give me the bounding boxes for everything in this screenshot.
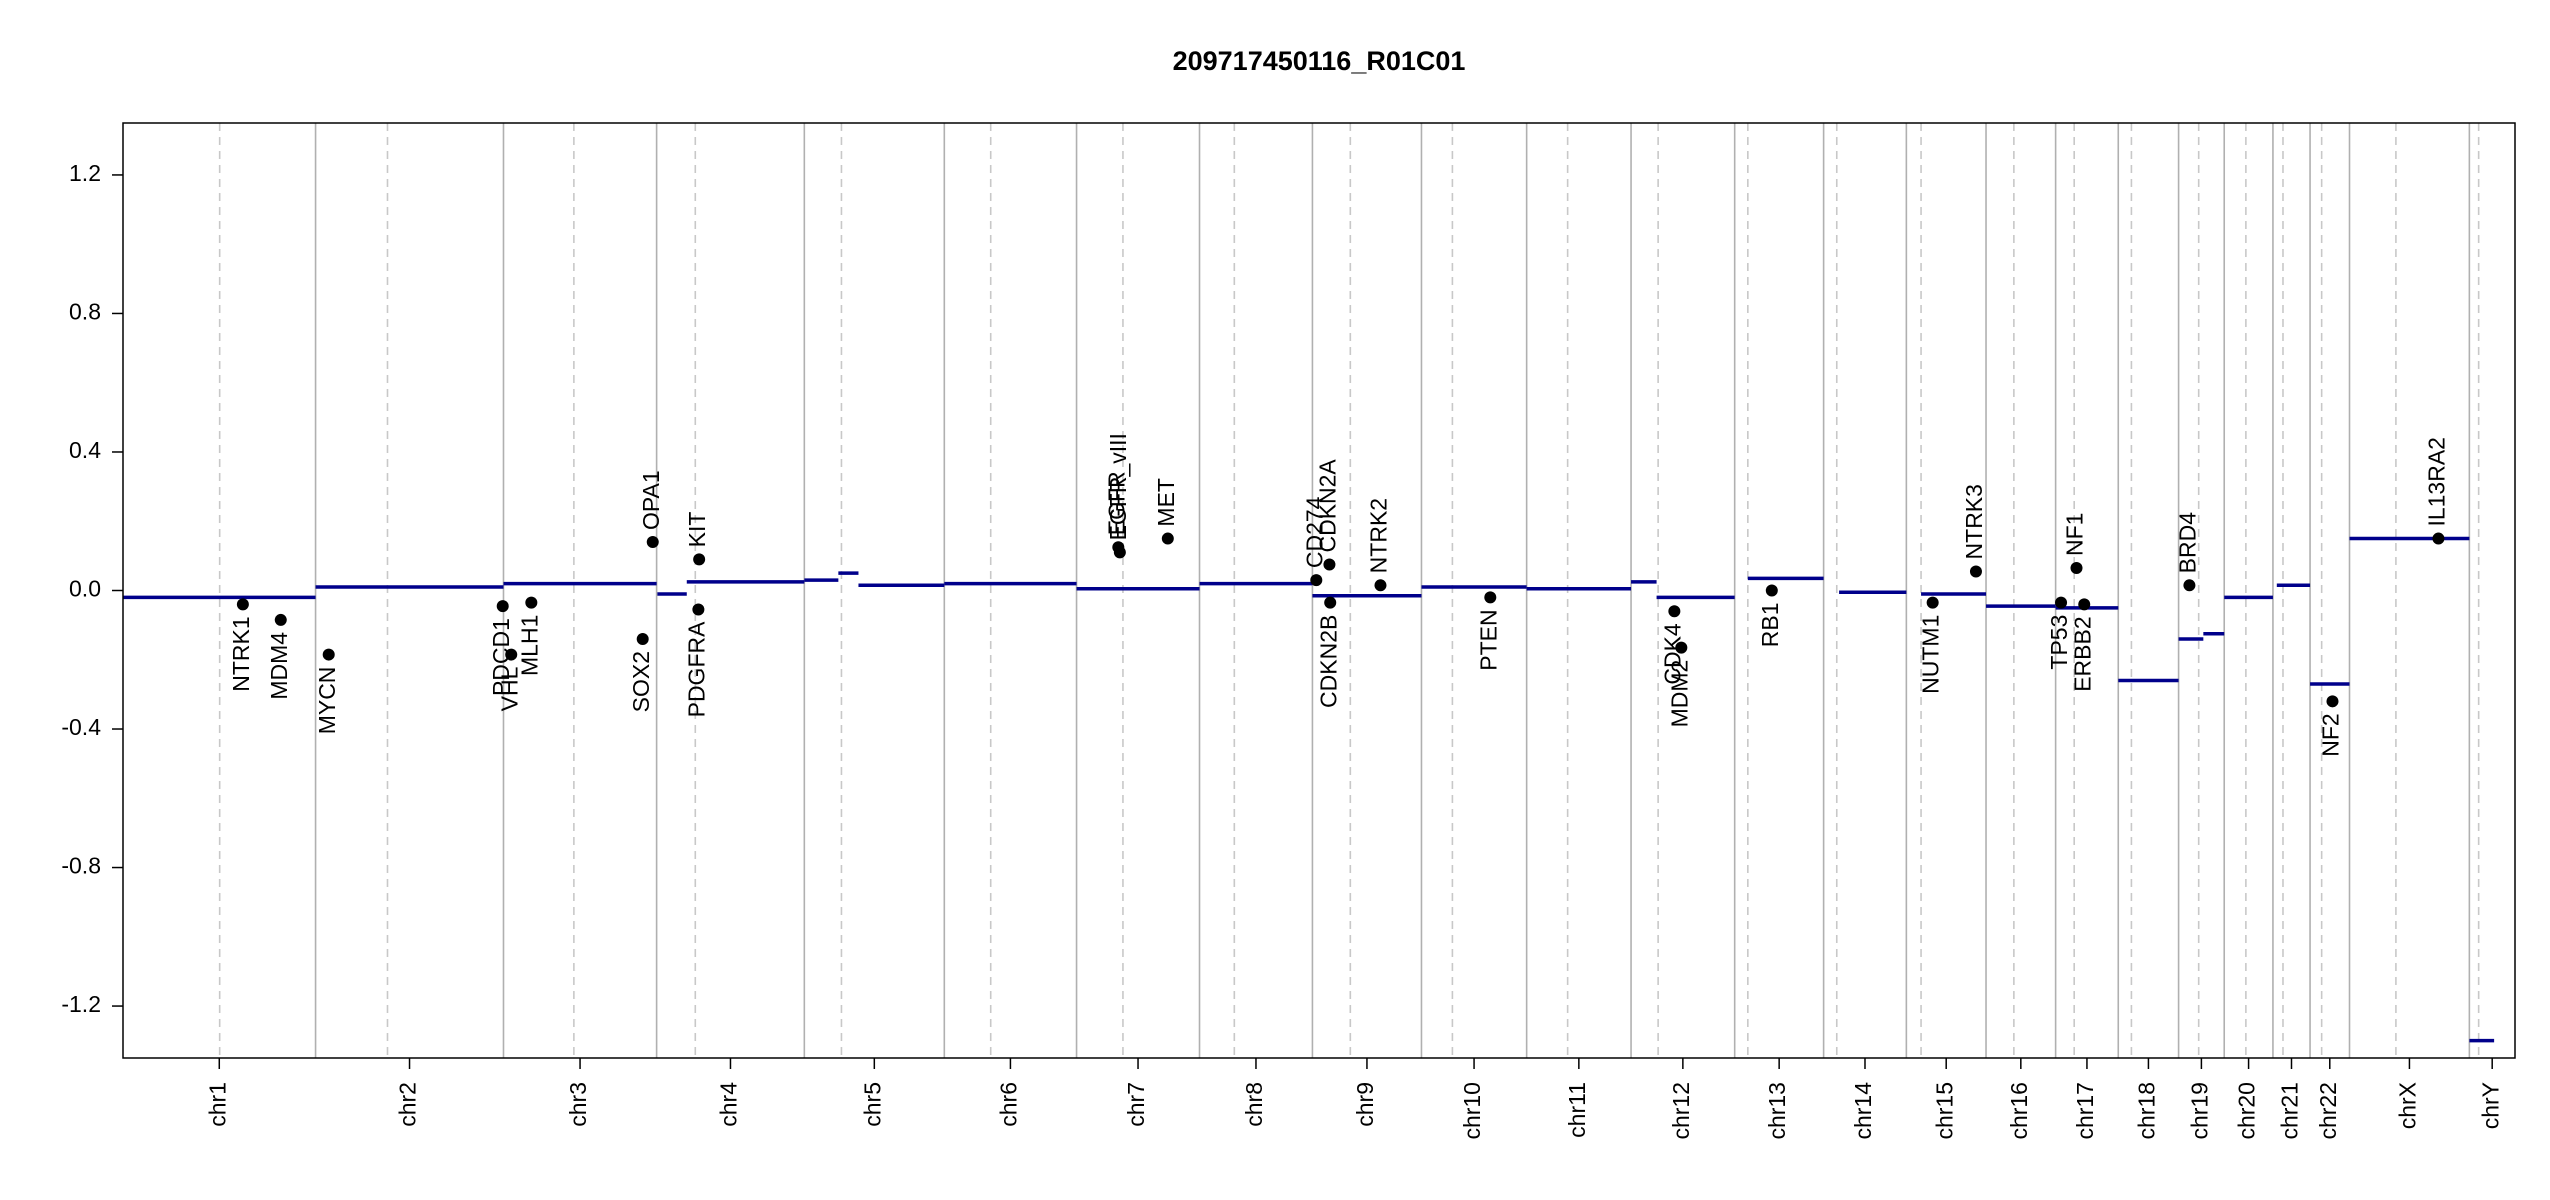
gene-point xyxy=(1113,546,1126,559)
gene-point xyxy=(2055,596,2068,609)
x-tick-label: chr20 xyxy=(2234,1082,2260,1140)
gene-label: EGFR_vIII xyxy=(1105,433,1131,540)
gene-point xyxy=(1484,591,1497,604)
gene-label: BRD4 xyxy=(2174,512,2200,574)
gene-label: MLH1 xyxy=(516,615,542,676)
x-tick-label: chr1 xyxy=(204,1082,230,1127)
gene-label: RB1 xyxy=(1757,603,1783,648)
gene-label: NTRK3 xyxy=(1961,484,1987,559)
gene-label: MYCN xyxy=(314,667,340,735)
x-tick-label: chr5 xyxy=(859,1082,885,1127)
x-tick-label: chrX xyxy=(2395,1082,2421,1129)
x-tick-label: chr11 xyxy=(1564,1082,1590,1138)
gene-label: CD274 xyxy=(1301,496,1327,568)
x-tick-label: chr2 xyxy=(395,1082,421,1127)
x-tick-label: chr9 xyxy=(1352,1082,1378,1127)
gene-label: EGFR xyxy=(1103,471,1129,535)
gene-point xyxy=(692,603,705,616)
x-tick-label: chr4 xyxy=(716,1082,742,1127)
y-tick-label: -0.8 xyxy=(61,853,101,879)
gene-label: CDKN2B xyxy=(1315,615,1341,708)
gene-label: NF1 xyxy=(2062,513,2088,556)
gene-label: PTEN xyxy=(1475,609,1501,670)
gene-point xyxy=(1310,574,1323,587)
x-tick-label: chr13 xyxy=(1764,1082,1790,1140)
gene-label: MDM4 xyxy=(266,632,292,700)
gene-label: NTRK1 xyxy=(228,616,254,691)
y-tick-label: 1.2 xyxy=(69,160,101,186)
y-tick-label: 0.0 xyxy=(69,576,101,602)
gene-point xyxy=(1324,596,1337,609)
gene-point xyxy=(1374,579,1387,592)
x-tick-label: chr10 xyxy=(1459,1082,1485,1140)
x-tick-label: chr15 xyxy=(1931,1082,1957,1140)
gene-label: CDKN2A xyxy=(1315,459,1341,553)
gene-label: NF2 xyxy=(2318,713,2344,756)
x-tick-label: chr21 xyxy=(2277,1082,2303,1140)
gene-point xyxy=(1969,565,1982,578)
plot-frame xyxy=(122,122,2516,1059)
gene-label: NUTM1 xyxy=(1918,615,1944,694)
gene-label: CDK4 xyxy=(1659,623,1685,685)
x-tick-label: chr18 xyxy=(2134,1082,2160,1140)
gene-point xyxy=(1323,558,1336,571)
gene-label: TP53 xyxy=(2046,615,2072,670)
y-tick-label: -0.4 xyxy=(61,714,101,740)
gene-point xyxy=(505,648,518,661)
gene-point xyxy=(496,600,509,613)
gene-label: OPA1 xyxy=(638,470,664,530)
gene-point xyxy=(1668,605,1681,618)
x-tick-label: chr7 xyxy=(1123,1082,1149,1127)
chart-title: 209717450116_R01C01 xyxy=(1173,46,1466,76)
gene-point xyxy=(322,648,335,661)
x-tick-label: chr14 xyxy=(1850,1082,1876,1140)
x-tick-label: chr12 xyxy=(1668,1082,1694,1140)
gene-point xyxy=(1926,596,1939,609)
gene-label: KIT xyxy=(684,512,710,548)
x-tick-label: chr16 xyxy=(2006,1082,2032,1140)
x-tick-label: chr6 xyxy=(996,1082,1022,1127)
x-tick-label: chrY xyxy=(2477,1082,2503,1129)
x-tick-label: chr8 xyxy=(1241,1082,1267,1127)
gene-point xyxy=(693,553,706,566)
gene-point xyxy=(274,613,287,626)
gene-label: VHL xyxy=(496,666,522,711)
gene-label: MET xyxy=(1153,478,1179,527)
gene-point xyxy=(2183,579,2196,592)
x-tick-label: chr17 xyxy=(2072,1082,2098,1140)
gene-label: PDGFRA xyxy=(683,621,709,718)
gene-label: ERBB2 xyxy=(2069,616,2095,691)
gene-point xyxy=(1161,532,1174,545)
gene-point xyxy=(2078,598,2091,611)
gene-point xyxy=(236,598,249,611)
gene-label: NTRK2 xyxy=(1366,498,1392,573)
gene-label: SOX2 xyxy=(628,651,654,712)
gene-point xyxy=(1765,584,1778,597)
gene-point xyxy=(1675,641,1688,654)
gene-label: MDM2 xyxy=(1666,660,1692,728)
x-tick-label: chr22 xyxy=(2315,1082,2341,1140)
gene-point xyxy=(2432,532,2445,545)
gene-point xyxy=(636,632,649,645)
x-tick-label: chr3 xyxy=(565,1082,591,1127)
gene-point xyxy=(2070,561,2083,574)
gene-point xyxy=(646,536,659,549)
gene-label: IL13RA2 xyxy=(2424,437,2450,527)
y-tick-label: 0.4 xyxy=(69,437,101,463)
y-tick-label: -1.2 xyxy=(61,991,101,1017)
gene-point xyxy=(2326,695,2339,708)
gene-point xyxy=(525,596,538,609)
y-tick-label: 0.8 xyxy=(69,299,101,325)
x-tick-label: chr19 xyxy=(2186,1082,2212,1140)
